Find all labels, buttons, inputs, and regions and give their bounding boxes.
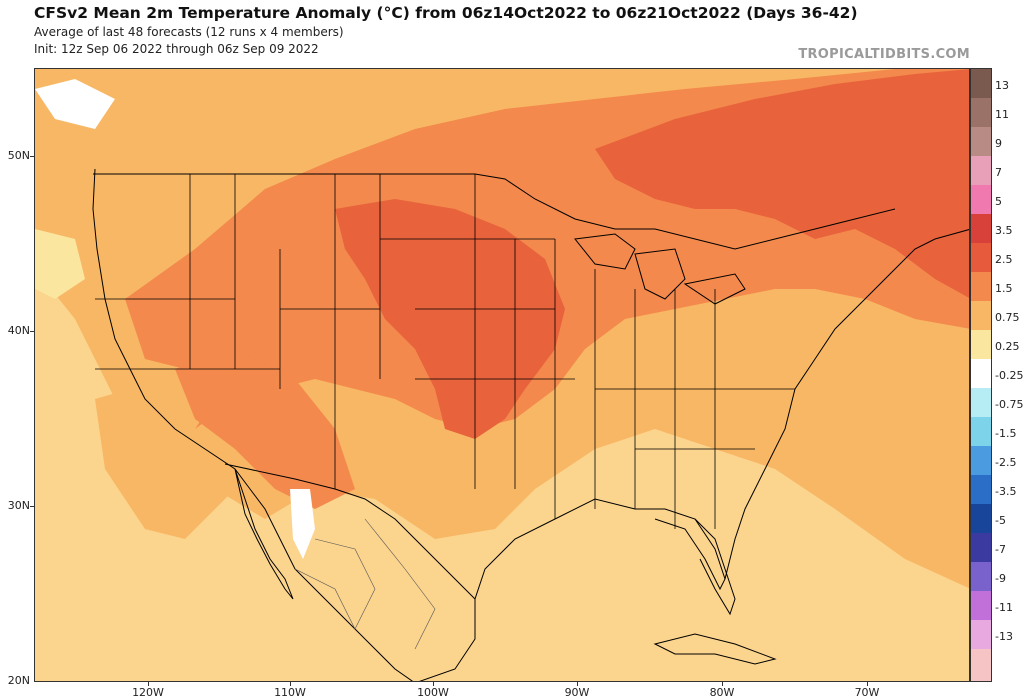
anomaly-spot-near-zero-pacific xyxy=(35,229,85,299)
colorbar-cell xyxy=(971,69,991,98)
colorbar-cell xyxy=(971,388,991,417)
colorbar-label: 1.5 xyxy=(995,282,1013,295)
anomaly-spot-near-zero-north xyxy=(35,79,115,129)
colorbar-label: 11 xyxy=(995,108,1009,121)
colorbar-label: -0.25 xyxy=(995,369,1024,382)
lon-label-80w: 80W xyxy=(709,686,735,699)
lon-tick xyxy=(867,682,868,686)
colorbar-cell xyxy=(971,359,991,388)
colorbar-label: -1.5 xyxy=(995,427,1017,440)
map-subtitle-init: Init: 12z Sep 06 2022 through 06z Sep 09… xyxy=(34,42,319,56)
colorbar-label: -2.5 xyxy=(995,456,1017,469)
colorbar-cell xyxy=(971,562,991,591)
border-us-canada xyxy=(93,173,896,250)
colorbar-label: -5 xyxy=(995,514,1006,527)
great-lakes xyxy=(574,233,746,305)
map-subtitle-forecasts: Average of last 48 forecasts (12 runs x … xyxy=(34,25,344,39)
colorbar-cell xyxy=(971,649,991,681)
lon-label-70w: 70W xyxy=(854,686,880,699)
map-boundaries xyxy=(92,168,969,681)
colorbar-cell xyxy=(971,243,991,272)
colorbar-cell xyxy=(971,591,991,620)
colorbar-label: -3.5 xyxy=(995,485,1017,498)
colorbar-label: 2.5 xyxy=(995,253,1013,266)
lon-label-110w: 110W xyxy=(274,686,306,699)
lat-tick xyxy=(30,506,34,507)
colorbar-label: 7 xyxy=(995,166,1002,179)
lon-tick xyxy=(148,682,149,686)
colorbar-label: -13 xyxy=(995,630,1013,643)
lat-label-40n: 40N xyxy=(7,324,30,337)
anomaly-field-very-strong-northeast xyxy=(595,69,969,298)
state-lines xyxy=(95,174,795,529)
colorbar-cell xyxy=(971,533,991,562)
coastline-florida xyxy=(694,518,736,616)
lon-tick xyxy=(433,682,434,686)
colorbar-label: 13 xyxy=(995,79,1009,92)
lon-label-90w: 90W xyxy=(564,686,590,699)
colorbar-label: -0.75 xyxy=(995,398,1024,411)
coastline-east xyxy=(724,229,969,580)
colorbar-cell xyxy=(971,504,991,533)
colorbar-label: 0.75 xyxy=(995,311,1020,324)
coastline-baja xyxy=(234,468,294,600)
colorbar-label: -9 xyxy=(995,572,1006,585)
brand-watermark: TROPICALTIDBITS.COM xyxy=(798,47,970,62)
colorbar-label: 9 xyxy=(995,137,1002,150)
colorbar-label: 3.5 xyxy=(995,224,1013,237)
lat-label-30n: 30N xyxy=(7,499,30,512)
colorbar-label: -7 xyxy=(995,543,1006,556)
coastline-cuba xyxy=(653,633,777,665)
colorbar-label: 0.25 xyxy=(995,340,1020,353)
anomaly-spot-near-zero-mexico xyxy=(290,489,315,559)
colorbar-cell xyxy=(971,156,991,185)
map-title: CFSv2 Mean 2m Temperature Anomaly (°C) f… xyxy=(34,4,858,22)
coastline-west xyxy=(92,168,414,681)
anomaly-map-svg xyxy=(35,69,969,681)
lon-tick xyxy=(290,682,291,686)
anomaly-field-strong-southwest xyxy=(175,349,355,509)
colorbar-label: 5 xyxy=(995,195,1002,208)
colorbar-cell xyxy=(971,272,991,301)
lat-tick xyxy=(30,331,34,332)
anomaly-map xyxy=(34,68,970,682)
mexico-state-lines xyxy=(294,518,436,650)
lon-tick xyxy=(577,682,578,686)
header: CFSv2 Mean 2m Temperature Anomaly (°C) f… xyxy=(34,4,1024,56)
colorbar-cell xyxy=(971,417,991,446)
lon-label-100w: 100W xyxy=(417,686,449,699)
lon-label-120w: 120W xyxy=(132,686,164,699)
colorbar-cell xyxy=(971,620,991,649)
colorbar-label: -11 xyxy=(995,601,1013,614)
border-us-mexico xyxy=(224,463,476,600)
lat-label-20n: 20N xyxy=(7,674,30,687)
colorbar xyxy=(970,68,992,682)
colorbar-cell xyxy=(971,475,991,504)
lat-tick xyxy=(30,156,34,157)
lon-tick xyxy=(722,682,723,686)
colorbar-cell xyxy=(971,98,991,127)
colorbar-cell xyxy=(971,214,991,243)
colorbar-cell xyxy=(971,446,991,475)
colorbar-cell xyxy=(971,301,991,330)
lat-label-50n: 50N xyxy=(7,149,30,162)
colorbar-cell xyxy=(971,330,991,359)
colorbar-cell xyxy=(971,185,991,214)
colorbar-cell xyxy=(971,127,991,156)
